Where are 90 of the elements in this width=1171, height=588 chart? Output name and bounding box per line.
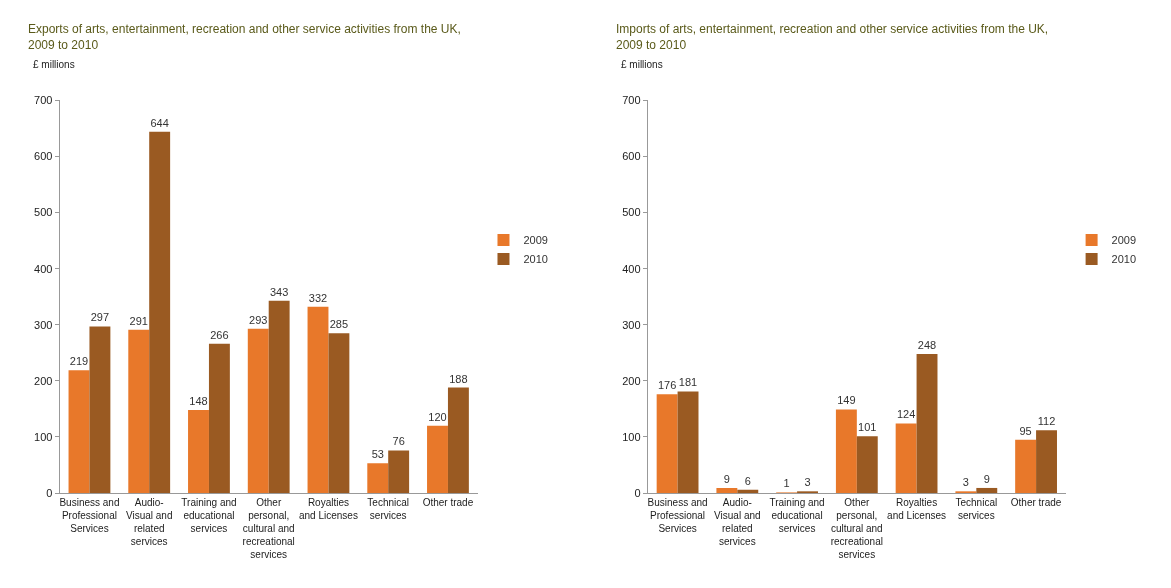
legend-label: 2009: [523, 234, 548, 247]
y-tick-label: 300: [34, 318, 53, 331]
data-label: 120: [428, 410, 447, 423]
bar: [856, 436, 878, 493]
x-tick-label: Other trade: [422, 497, 474, 508]
bar: [976, 487, 998, 493]
bar: [835, 409, 857, 493]
data-label: 293: [249, 313, 268, 326]
bar: [208, 343, 230, 493]
data-label: 9: [723, 472, 730, 485]
chart-title: Exports of arts, entertainment, recreation and other service activities from the UK, 2009 to 2010: [28, 22, 461, 52]
x-tick-label: Other personal, cultural and recreational services: [830, 497, 883, 560]
legend-label: 2010: [1111, 253, 1137, 266]
data-label: 181: [678, 376, 698, 389]
bar: [427, 425, 448, 493]
y-axis-title: £ millions: [621, 59, 663, 70]
data-label: 297: [90, 311, 110, 324]
data-label: 1: [783, 477, 790, 490]
y-tick-label: 0: [46, 486, 53, 499]
y-tick-label: 100: [622, 430, 641, 443]
data-label: 101: [858, 421, 877, 434]
x-tick-label: Royalties and Licenses: [887, 497, 947, 521]
bar: [188, 410, 209, 493]
chart-title: Imports of arts, entertainment, recreation and other service activities from the UK, 2009 to 2010: [616, 22, 1049, 52]
y-tick-label: 500: [622, 206, 641, 219]
bar: [68, 370, 90, 493]
x-tick-label: Audio- Visual and related services: [125, 497, 173, 547]
data-label: 285: [329, 318, 349, 331]
y-tick-label: 600: [34, 150, 53, 163]
bar: [916, 353, 938, 493]
y-tick-label: 700: [34, 94, 53, 107]
data-label: 148: [189, 395, 208, 407]
bar: [447, 387, 469, 493]
data-label: 266: [210, 328, 229, 341]
y-tick-label: 300: [622, 318, 641, 331]
bar: [895, 423, 917, 493]
bar: [367, 463, 389, 493]
data-label: 343: [269, 285, 289, 298]
y-tick-label: 200: [622, 374, 641, 387]
bar: [268, 300, 290, 493]
data-label: 112: [1037, 415, 1056, 428]
x-tick-label: Training and educational services: [181, 497, 237, 534]
y-tick-label: 500: [34, 206, 53, 219]
bar: [1015, 439, 1037, 493]
y-tick-label: 200: [34, 374, 53, 387]
data-label: 149: [837, 394, 856, 407]
x-tick-label: Business and Professional Services: [59, 497, 120, 534]
data-label: 9: [983, 472, 990, 485]
x-tick-label: Audio- Visual and related services: [714, 497, 761, 547]
data-label: 332: [308, 291, 328, 304]
data-label: 176: [657, 379, 677, 392]
data-label: 95: [1019, 424, 1032, 437]
x-tick-label: Other personal, cultural and recreational services: [242, 497, 295, 560]
bar: [247, 328, 269, 493]
data-label: 3: [962, 476, 969, 489]
y-tick-label: 400: [34, 262, 53, 275]
data-label: 248: [917, 338, 937, 351]
data-label: 188: [449, 372, 468, 385]
y-tick-label: 100: [34, 430, 53, 443]
bar: [656, 394, 678, 493]
data-label: 644: [150, 116, 169, 129]
bar: [716, 487, 738, 493]
data-label: 3: [804, 476, 811, 489]
bar: [328, 333, 350, 493]
legend-label: 2009: [1111, 234, 1137, 247]
data-label: 76: [392, 435, 405, 448]
data-label: 291: [129, 314, 148, 327]
bar: [89, 326, 111, 493]
bar: [307, 306, 329, 493]
bar: [388, 450, 410, 493]
x-tick-label: Technical services: [367, 497, 410, 521]
y-tick-label: 400: [622, 262, 641, 275]
y-tick-label: 600: [622, 150, 641, 163]
bar: [1036, 430, 1057, 493]
x-tick-label: Technical services: [955, 497, 998, 521]
data-label: 124: [896, 408, 916, 421]
bar: [128, 329, 150, 493]
bar: [677, 391, 699, 493]
data-label: 6: [744, 474, 751, 487]
y-tick-label: 700: [622, 94, 641, 107]
y-axis-title: £ millions: [33, 59, 75, 70]
data-label: 219: [69, 355, 89, 368]
legend-label: 2010: [523, 253, 548, 266]
x-tick-label: Business and Professional Services: [647, 497, 708, 534]
x-tick-label: Other trade: [1010, 497, 1062, 508]
x-tick-label: Training and educational services: [769, 497, 825, 534]
data-label: 53: [371, 448, 384, 461]
y-tick-label: 0: [634, 486, 641, 499]
bar: [149, 131, 171, 493]
x-tick-label: Royalties and Licenses: [298, 497, 358, 521]
